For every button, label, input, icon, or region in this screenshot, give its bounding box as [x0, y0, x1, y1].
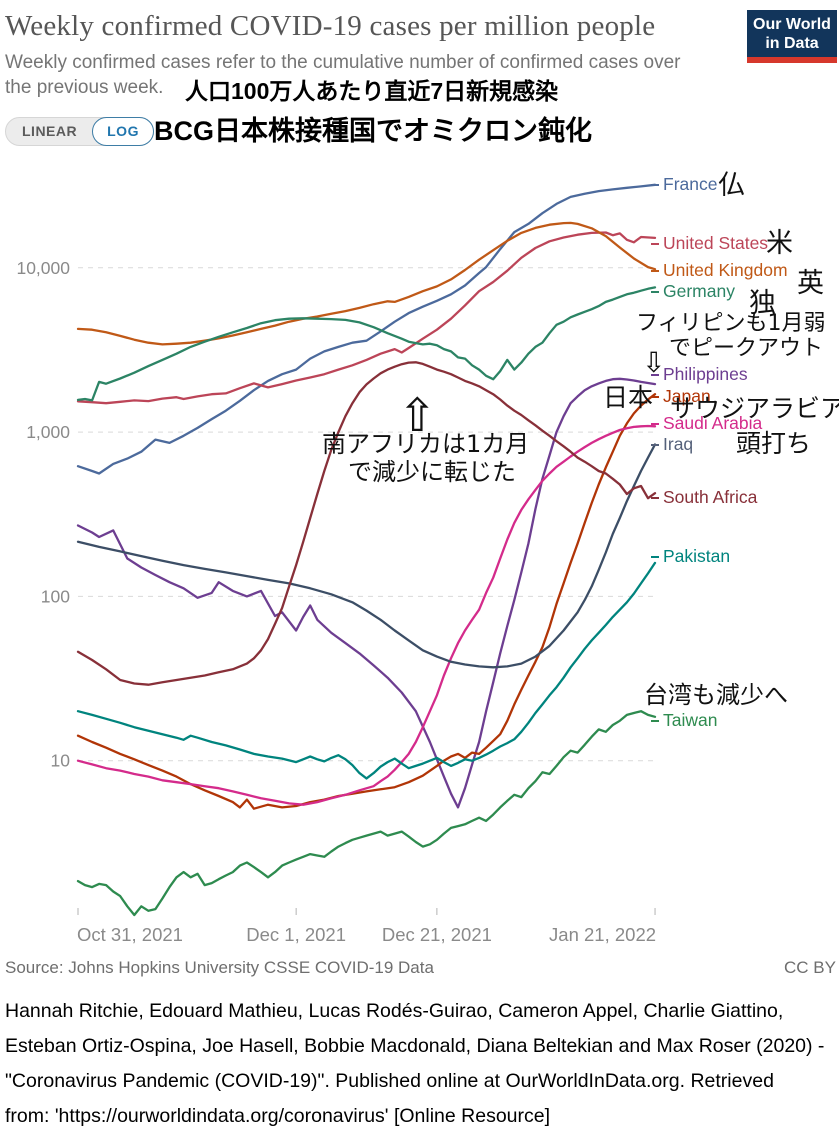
line-label-iraq: Iraq: [663, 434, 693, 454]
line-label-united-states: United States: [663, 233, 768, 253]
line-label-japan: Japan: [663, 386, 711, 406]
log-toggle-button[interactable]: LOG: [92, 117, 154, 146]
y-tick-label-10: 10: [51, 751, 71, 771]
series-line-philippines[interactable]: [76, 377, 657, 809]
annotation-us-kanji: 米: [766, 228, 793, 259]
annotation-saudi-note-2: 頭打ち: [736, 429, 811, 458]
citation-line: from: 'https://ourworldindata.org/corona…: [5, 1105, 551, 1127]
line-label-taiwan: Taiwan: [663, 710, 717, 730]
owid-logo: Our World in Data: [747, 10, 837, 63]
license-text[interactable]: CC BY: [784, 958, 836, 977]
annotation-japan-kanji: 日本: [603, 383, 653, 412]
annotation-south-africa-note-1: 南アフリカは1カ月: [322, 430, 529, 458]
line-label-philippines: Philippines: [663, 364, 748, 384]
series-line-japan[interactable]: [76, 393, 657, 810]
citation-line: Esteban Ortiz-Ospina, Joe Hasell, Bobbie…: [5, 1035, 825, 1057]
annotation-saudi-note-1: サウジアラビア: [670, 394, 839, 423]
source-row: Source: Johns Hopkins University CSSE CO…: [5, 958, 836, 978]
series-line-iraq[interactable]: [76, 443, 657, 669]
philippines-peak-arrow: ⇩: [642, 346, 665, 379]
y-tick-label-1,000: 1,000: [26, 422, 70, 442]
line-label-united-kingdom: United Kingdom: [663, 260, 788, 280]
page-title: Weekly confirmed COVID-19 cases per mill…: [5, 10, 656, 42]
line-label-france: France: [663, 174, 717, 194]
annotation-uk-kanji: 英: [797, 268, 824, 299]
annotation-germany-kanji: 独: [749, 288, 776, 319]
annotation-france-kanji: 仏: [718, 170, 745, 201]
series-line-taiwan[interactable]: [76, 710, 657, 917]
series-line-united-states[interactable]: [76, 231, 657, 405]
line-label-south-africa: South Africa: [663, 487, 758, 507]
source-text: Source: Johns Hopkins University CSSE CO…: [5, 958, 434, 977]
citation-line: "Coronavirus Pandemic (COVID-19)". Publi…: [5, 1070, 774, 1092]
linear-toggle-button[interactable]: LINEAR: [22, 123, 78, 139]
annotation-philippines-note-2: でピークアウト: [669, 336, 823, 361]
line-label-pakistan: Pakistan: [663, 546, 730, 566]
subtitle-line1: Weekly confirmed cases refer to the cumu…: [5, 52, 681, 73]
subtitle-jp-annotation: 人口100万人あたり直近7日新規感染: [185, 78, 559, 104]
owid-logo-line1: Our World: [753, 15, 831, 33]
y-tick-label-100: 100: [41, 586, 70, 606]
citation-line: Hannah Ritchie, Edouard Mathieu, Lucas R…: [5, 1000, 784, 1022]
x-tick-label-dec-21-2021: Dec 21, 2021: [382, 924, 492, 945]
annotation-philippines-note-1: フィリピンも1月弱: [636, 311, 826, 336]
x-tick-label-jan-21-2022: Jan 21, 2022: [549, 924, 656, 945]
series-line-germany[interactable]: [76, 286, 657, 402]
scale-toggle[interactable]: LINEAR LOG: [5, 117, 154, 146]
south-africa-peak-arrow: ⇧: [398, 388, 437, 442]
bcg-heading-jp: BCG日本株接種国でオミクロン鈍化: [154, 116, 592, 146]
line-label-germany: Germany: [663, 281, 735, 301]
subtitle-line2: the previous week.: [5, 77, 164, 98]
citation: Hannah Ritchie, Edouard Mathieu, Lucas R…: [5, 994, 835, 1128]
x-tick-label-dec-1-2021: Dec 1, 2021: [246, 924, 346, 945]
line-label-saudi-arabia: Saudi Arabia: [663, 413, 763, 433]
owid-logo-line2: in Data: [765, 34, 819, 52]
x-tick-label-oct-31-2021: Oct 31, 2021: [77, 924, 183, 945]
series-line-saudi-arabia[interactable]: [76, 424, 657, 806]
series-line-pakistan[interactable]: [76, 561, 657, 780]
y-tick-label-10,000: 10,000: [16, 258, 70, 278]
series-line-france[interactable]: [76, 183, 657, 475]
annotation-south-africa-note-2: で減少に転じた: [348, 458, 516, 486]
annotation-taiwan-note: 台湾も減少へ: [644, 681, 788, 709]
series-line-south-africa[interactable]: [76, 361, 657, 686]
series-line-united-kingdom[interactable]: [76, 221, 657, 346]
